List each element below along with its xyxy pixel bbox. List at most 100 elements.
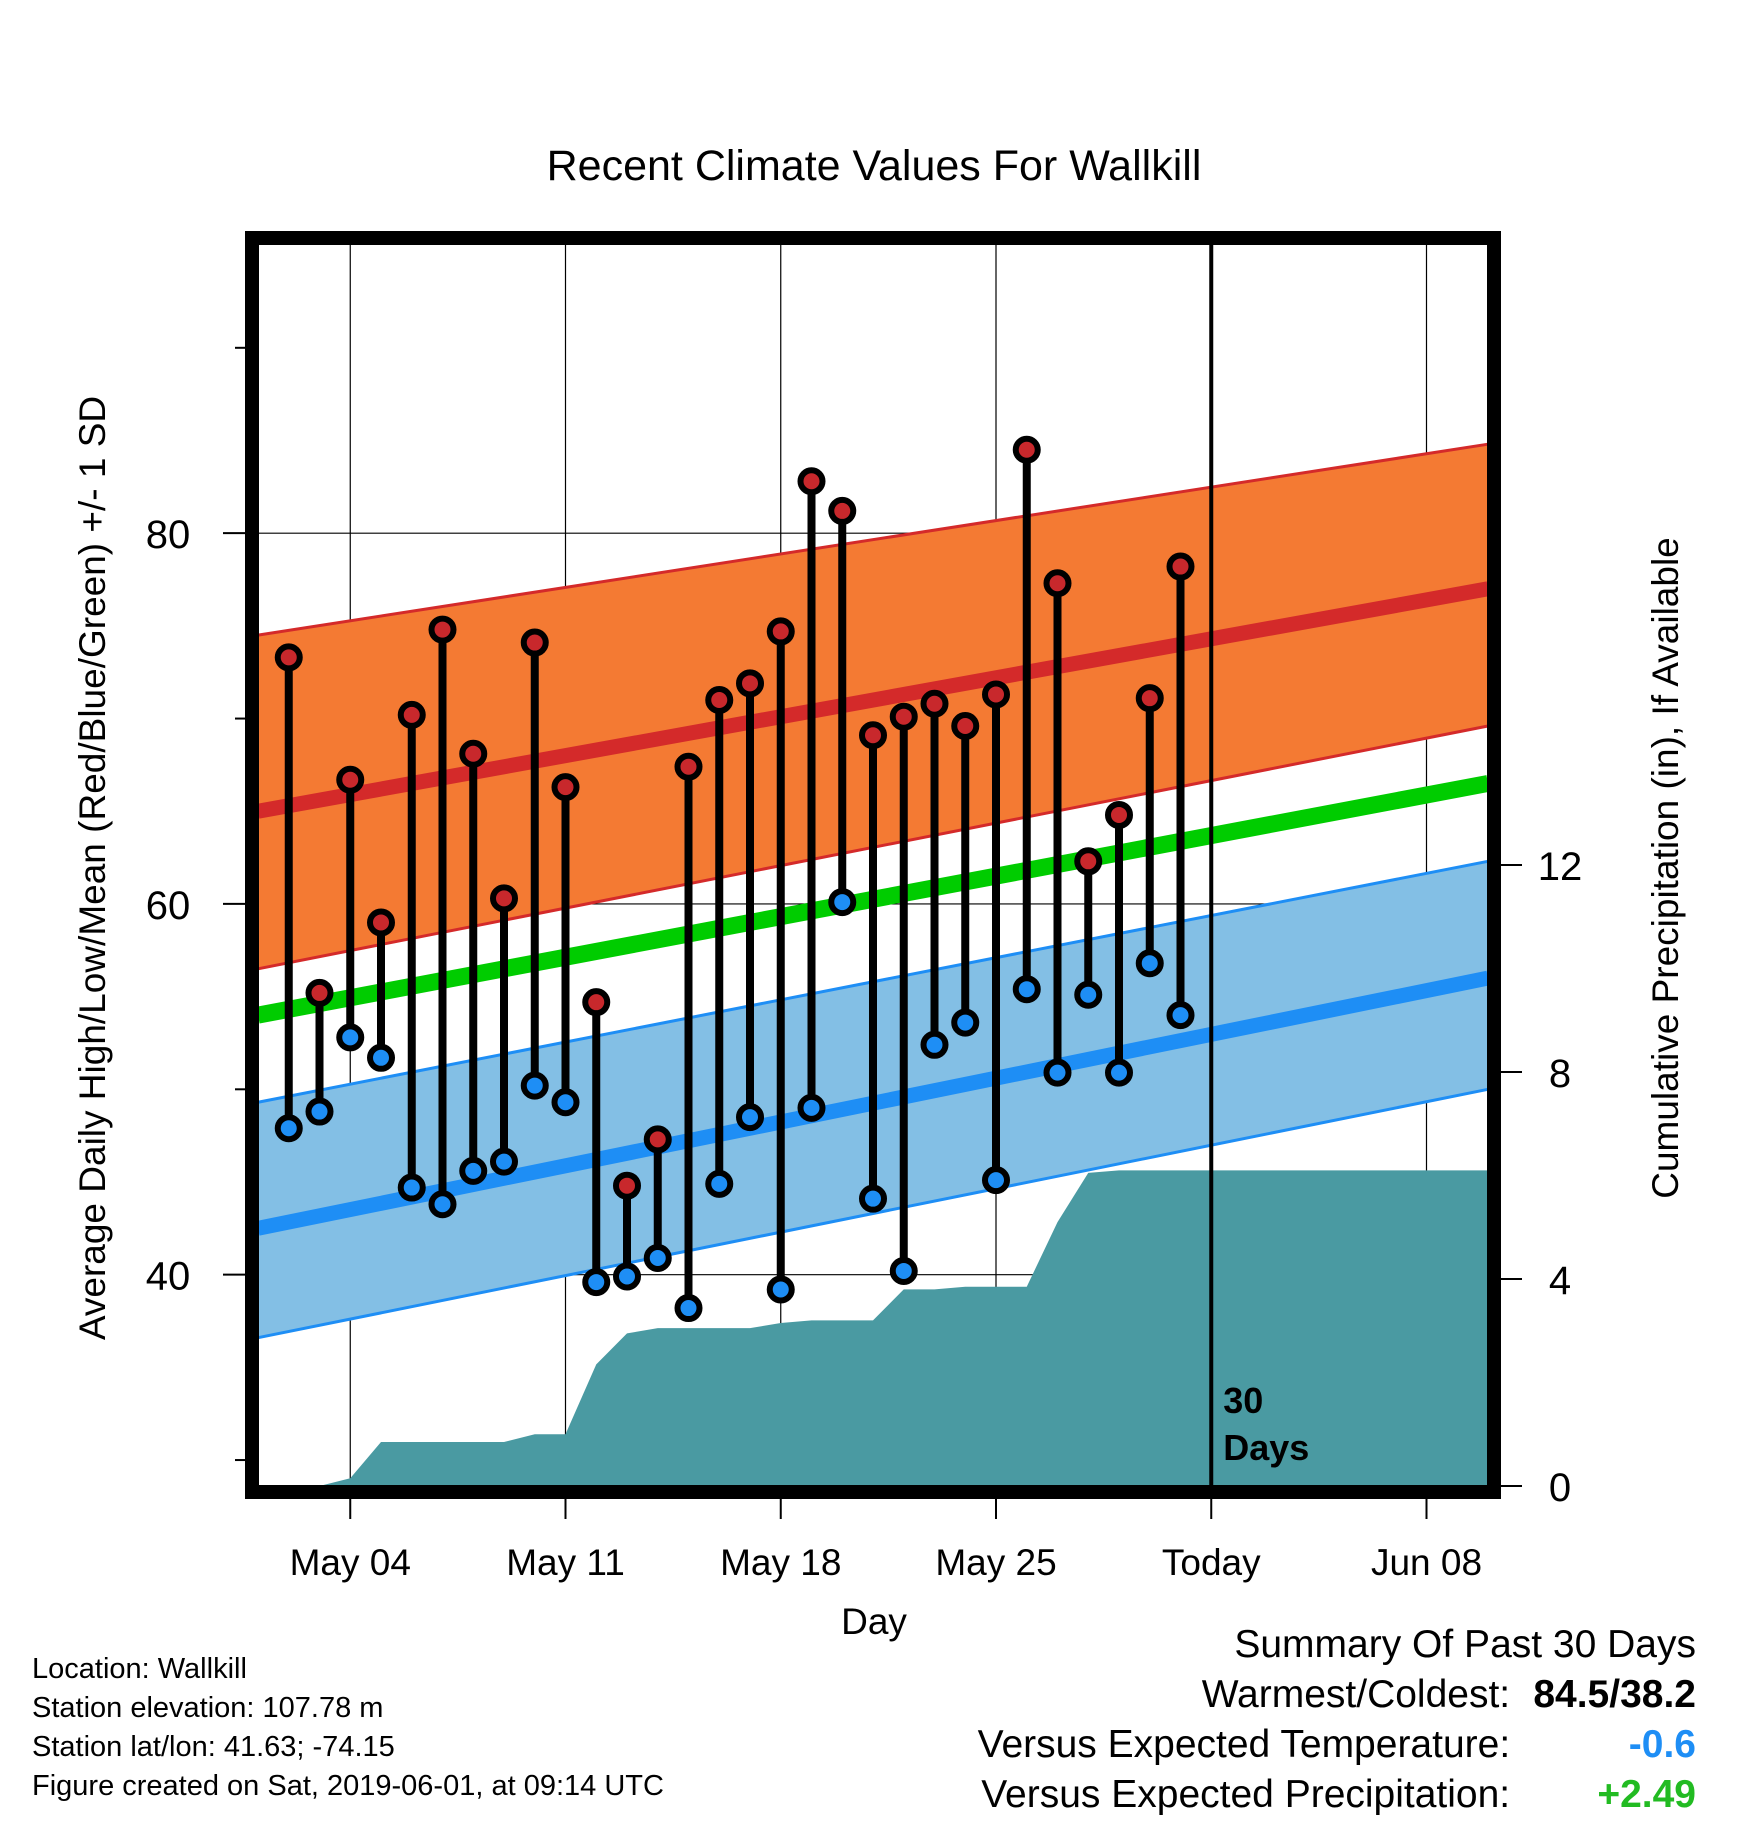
low-temp-point — [859, 1184, 887, 1213]
x-tick-label: May 25 — [935, 1542, 1056, 1583]
low-temp-point — [336, 1023, 365, 1052]
low-temp-point — [274, 1114, 303, 1143]
y-axis-left-label: Average Daily High/Low/Mean (Red/Blue/Gr… — [72, 396, 113, 1340]
low-temp-point — [828, 888, 857, 917]
low-temp-point — [397, 1173, 426, 1202]
low-temp-point — [1012, 975, 1041, 1004]
low-temp-point — [459, 1156, 488, 1185]
y-tick-right-label: 8 — [1549, 1052, 1571, 1096]
summary-title: Summary Of Past 30 Days — [1234, 1623, 1696, 1666]
x-tick-label: May 18 — [720, 1542, 841, 1583]
x-tick-label: May 11 — [506, 1542, 625, 1583]
high-normal-band-upper-edge — [257, 442, 1489, 637]
x-axis-label: Day — [841, 1601, 907, 1642]
high-temp-point — [766, 617, 795, 646]
high-temp-point — [367, 908, 395, 937]
low-temp-point — [551, 1088, 580, 1117]
chart-title: Recent Climate Values For Wallkill — [547, 142, 1202, 190]
temp-value: -0.6 — [1628, 1723, 1696, 1766]
x-tick-label: Today — [1162, 1542, 1261, 1583]
low-temp-point — [520, 1071, 549, 1100]
high-temp-point — [490, 884, 518, 913]
low-temp-point — [705, 1169, 734, 1198]
station-elevation: Station elevation: 107.78 m — [32, 1692, 384, 1724]
high-temp-point — [582, 988, 611, 1017]
high-temp-point — [643, 1125, 672, 1154]
precip-label: Versus Expected Precipitation: — [981, 1773, 1511, 1816]
today-days-number: 30 — [1223, 1380, 1263, 1421]
low-temp-point — [766, 1275, 795, 1304]
high-temp-point — [305, 978, 334, 1007]
low-temp-point — [1043, 1058, 1072, 1087]
precip-value: +2.49 — [1597, 1773, 1696, 1816]
high-normal-line — [256, 581, 1490, 819]
low-temp-point — [797, 1093, 826, 1122]
high-temp-point — [520, 628, 549, 657]
high-temp-point — [859, 721, 887, 750]
warm-cold-label: Warmest/Coldest: — [1201, 1673, 1511, 1716]
low-temp-point — [1166, 1001, 1195, 1030]
high-temp-point — [797, 467, 826, 496]
summary-temp: Versus Expected Temperature: -0.6 — [978, 1720, 1696, 1770]
high-temp-point — [1105, 800, 1133, 829]
low-temp-point — [490, 1147, 518, 1176]
high-temp-point — [336, 765, 365, 794]
low-temp-point — [643, 1243, 672, 1272]
station-info: Location: Wallkill Station elevation: 10… — [32, 1650, 664, 1806]
high-temp-point — [920, 689, 949, 718]
station-location: Location: Wallkill — [32, 1653, 247, 1685]
low-temp-point — [1135, 949, 1164, 978]
precipitation-area — [258, 1170, 1488, 1486]
low-temp-point — [428, 1190, 457, 1219]
y-tick-right-label: 0 — [1549, 1466, 1571, 1510]
low-temp-point — [1074, 980, 1103, 1009]
high-temp-point — [1135, 684, 1164, 713]
high-temp-point — [889, 702, 918, 731]
low-temp-point — [582, 1268, 611, 1297]
low-temp-point — [613, 1262, 641, 1291]
high-temp-point — [459, 739, 488, 768]
low-temp-point — [920, 1030, 949, 1059]
high-temp-point — [551, 773, 580, 802]
high-temp-point — [705, 686, 734, 715]
today-days-label: Days — [1223, 1427, 1309, 1468]
low-temp-point — [889, 1256, 918, 1285]
low-temp-point — [982, 1166, 1010, 1195]
y-tick-left-label: 40 — [146, 1255, 191, 1299]
summary-panel: Summary Of Past 30 Days Warmest/Coldest:… — [978, 1620, 1696, 1820]
high-temp-point — [1074, 847, 1103, 876]
low-temp-point — [736, 1103, 764, 1132]
figure-created: Figure created on Sat, 2019-06-01, at 09… — [32, 1770, 664, 1802]
warm-cold-value: 84.5/38.2 — [1533, 1673, 1696, 1716]
high-temp-point — [951, 711, 980, 740]
high-temp-point — [982, 680, 1010, 709]
x-tick-label: Jun 08 — [1371, 1542, 1482, 1583]
y-tick-left-label: 60 — [146, 884, 191, 928]
y-tick-right-label: 4 — [1549, 1259, 1571, 1303]
low-temp-point — [367, 1043, 395, 1072]
summary-warm-cold: Warmest/Coldest: 84.5/38.2 — [978, 1670, 1696, 1720]
high-temp-point — [736, 669, 764, 698]
high-temp-point — [1043, 569, 1072, 598]
high-temp-point — [674, 752, 703, 781]
high-temp-point — [397, 700, 426, 729]
plot-frame — [245, 231, 1501, 1499]
low-temp-point — [951, 1008, 980, 1037]
y-tick-left-label: 80 — [146, 513, 191, 557]
plot-area: 30 Days 40 60 80 0 4 8 12 May 04 May 11 May 18 May 2… — [146, 231, 1583, 1583]
high-temp-point — [613, 1171, 641, 1200]
y-tick-right-label: 12 — [1538, 845, 1583, 889]
high-temp-point — [1166, 552, 1195, 581]
summary-precip: Versus Expected Precipitation: +2.49 — [978, 1770, 1696, 1820]
temp-label: Versus Expected Temperature: — [977, 1723, 1511, 1766]
x-tick-label: May 04 — [290, 1542, 411, 1583]
high-temp-point — [828, 496, 857, 525]
low-temp-point — [305, 1097, 334, 1126]
station-latlon: Station lat/lon: 41.63; -74.15 — [32, 1731, 395, 1763]
high-temp-point — [428, 615, 457, 644]
low-temp-point — [674, 1294, 703, 1323]
y-axis-right-label: Cumulative Precipitation (in), If Availa… — [1645, 537, 1686, 1199]
high-temp-point — [274, 643, 303, 672]
low-temp-point — [1105, 1058, 1133, 1087]
